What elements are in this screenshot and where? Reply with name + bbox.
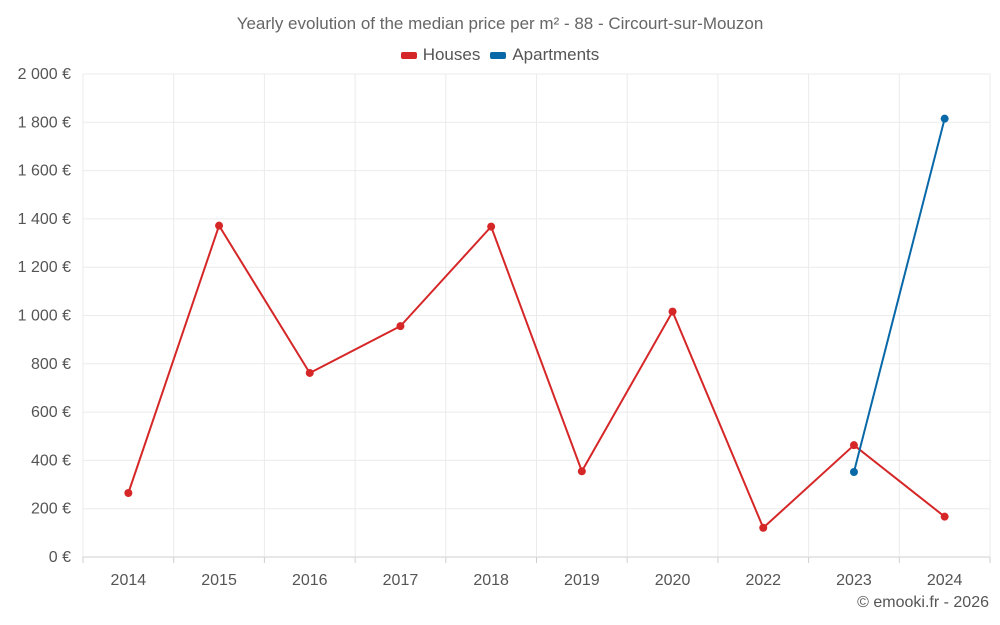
x-tick-label: 2015 [201, 572, 237, 589]
x-tick-label: 2019 [564, 572, 600, 589]
legend-label-houses: Houses [422, 45, 481, 64]
data-point-houses [124, 489, 133, 498]
x-tick-label: 2023 [836, 572, 872, 589]
chart-title: Yearly evolution of the median price per… [236, 14, 764, 33]
data-point-houses [668, 307, 677, 316]
legend-swatch-houses [400, 51, 417, 59]
x-tick-label: 2020 [655, 572, 691, 589]
legend-item-apartments[interactable]: Apartments [490, 45, 599, 65]
data-point-apartments [940, 114, 949, 123]
legend-item-houses[interactable]: Houses [400, 45, 481, 65]
data-point-houses [305, 368, 314, 377]
series-line-apartments [852, 118, 946, 473]
legend-swatch-apartments [490, 51, 507, 59]
data-point-houses [759, 523, 768, 532]
x-tick-label: 2018 [473, 572, 509, 589]
y-tick-label: 1 600 € [18, 163, 71, 180]
legend-label-apartments: Apartments [512, 45, 600, 64]
x-tick-label: 2024 [927, 572, 963, 589]
y-tick-label: 1 400 € [18, 211, 71, 228]
y-tick-label: 200 € [31, 501, 71, 518]
data-point-houses [940, 512, 949, 521]
data-point-houses [577, 467, 586, 476]
credit-text: © emooki.fr - 2026 [857, 594, 989, 611]
y-tick-label: 0 € [49, 549, 71, 566]
y-tick-label: 600 € [31, 404, 71, 421]
data-point-apartments [849, 467, 858, 476]
y-tick-label: 800 € [31, 356, 71, 373]
y-tick-label: 2 000 € [18, 66, 71, 83]
data-point-houses [849, 441, 858, 450]
data-point-houses [215, 221, 224, 230]
y-tick-label: 1 800 € [18, 114, 71, 131]
data-point-houses [487, 222, 496, 231]
y-tick-label: 400 € [31, 452, 71, 469]
x-tick-label: 2016 [292, 572, 328, 589]
x-tick-label: 2022 [745, 572, 781, 589]
y-tick-label: 1 000 € [18, 308, 71, 325]
x-tick-label: 2014 [111, 572, 147, 589]
x-tick-label: 2017 [383, 572, 419, 589]
series-line-houses [127, 224, 946, 529]
legend: Houses Apartments [0, 45, 1000, 65]
data-point-houses [396, 322, 405, 331]
y-tick-label: 1 200 € [18, 259, 71, 276]
